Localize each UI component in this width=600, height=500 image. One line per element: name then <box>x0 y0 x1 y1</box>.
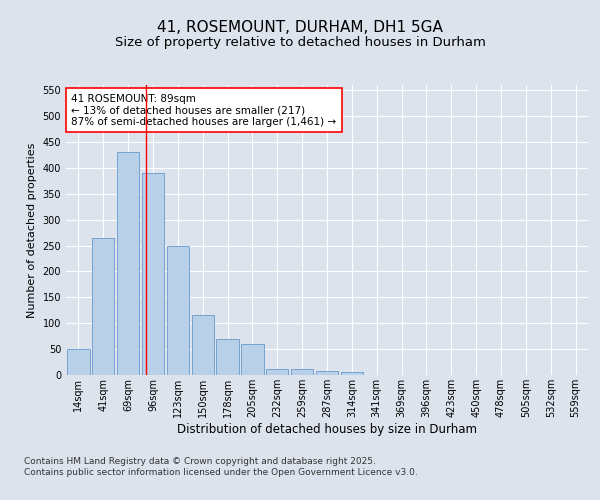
Text: 41, ROSEMOUNT, DURHAM, DH1 5GA: 41, ROSEMOUNT, DURHAM, DH1 5GA <box>157 20 443 35</box>
Bar <box>316 371 338 375</box>
Text: Contains HM Land Registry data © Crown copyright and database right 2025.
Contai: Contains HM Land Registry data © Crown c… <box>24 458 418 477</box>
Bar <box>341 372 363 375</box>
X-axis label: Distribution of detached houses by size in Durham: Distribution of detached houses by size … <box>177 422 477 436</box>
Bar <box>167 246 189 375</box>
Bar <box>266 369 289 375</box>
Bar <box>67 349 89 375</box>
Bar <box>191 316 214 375</box>
Bar <box>117 152 139 375</box>
Bar <box>142 173 164 375</box>
Y-axis label: Number of detached properties: Number of detached properties <box>27 142 37 318</box>
Bar <box>291 369 313 375</box>
Bar <box>217 339 239 375</box>
Bar <box>241 344 263 375</box>
Bar <box>92 238 115 375</box>
Text: Size of property relative to detached houses in Durham: Size of property relative to detached ho… <box>115 36 485 49</box>
Text: 41 ROSEMOUNT: 89sqm
← 13% of detached houses are smaller (217)
87% of semi-detac: 41 ROSEMOUNT: 89sqm ← 13% of detached ho… <box>71 94 337 127</box>
